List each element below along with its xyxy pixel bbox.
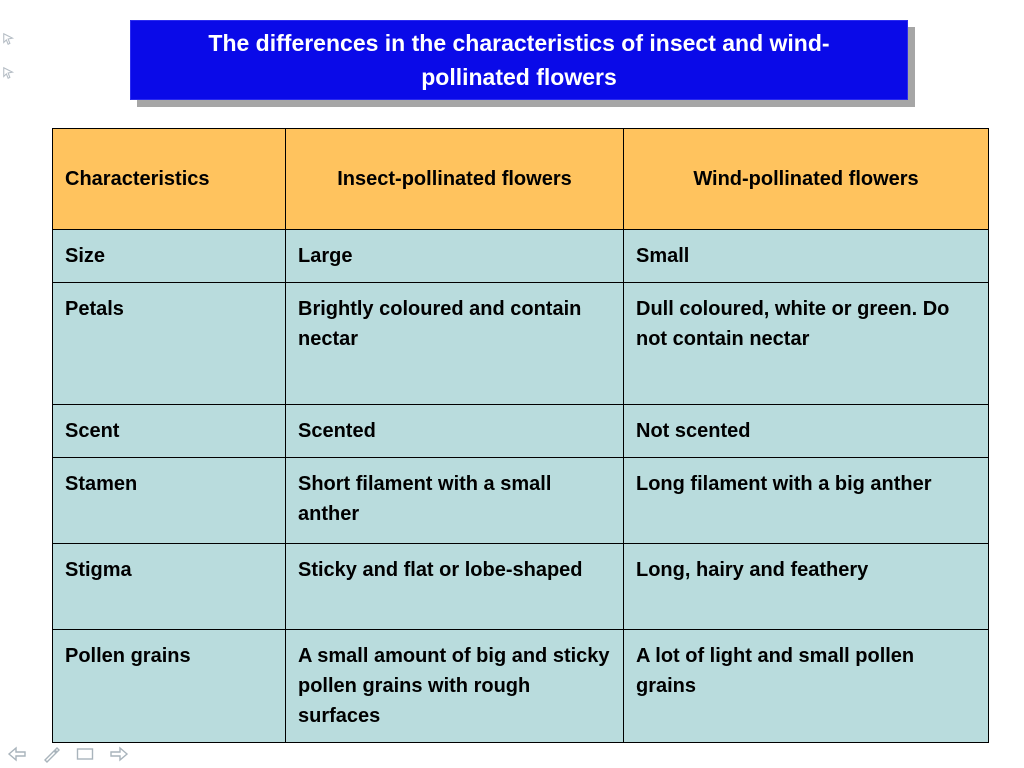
table-row: Scent Scented Not scented: [52, 404, 989, 458]
header-insect-pollinated: Insect-pollinated flowers: [285, 128, 624, 230]
cell-insect: Short filament with a small anther: [285, 457, 624, 544]
cell-wind: Dull coloured, white or green. Do not co…: [623, 282, 989, 405]
margin-arrow-icon: [2, 32, 16, 51]
cell-insect: Brightly coloured and contain nectar: [285, 282, 624, 405]
cell-insect: A small amount of big and sticky pollen …: [285, 629, 624, 743]
previous-slide-icon[interactable]: [6, 744, 28, 764]
table-row: Pollen grains A small amount of big and …: [52, 629, 989, 743]
comparison-table: Characteristics Insect-pollinated flower…: [52, 128, 989, 743]
header-characteristics: Characteristics: [52, 128, 286, 230]
cell-wind: Not scented: [623, 404, 989, 458]
next-slide-icon[interactable]: [108, 744, 130, 764]
header-wind-pollinated: Wind-pollinated flowers: [623, 128, 989, 230]
cell-characteristic: Size: [52, 229, 286, 283]
cell-wind: Long filament with a big anther: [623, 457, 989, 544]
cell-insect: Large: [285, 229, 624, 283]
slideshow-nav: [6, 744, 130, 764]
slide-title: The differences in the characteristics o…: [208, 29, 830, 91]
cell-characteristic: Pollen grains: [52, 629, 286, 743]
cell-wind: Small: [623, 229, 989, 283]
cell-characteristic: Stigma: [52, 543, 286, 630]
cell-characteristic: Stamen: [52, 457, 286, 544]
cell-insect: Scented: [285, 404, 624, 458]
pen-tool-icon[interactable]: [40, 744, 62, 764]
cell-insect: Sticky and flat or lobe-shaped: [285, 543, 624, 630]
cell-characteristic: Petals: [52, 282, 286, 405]
cell-wind: A lot of light and small pollen grains: [623, 629, 989, 743]
table-row: Size Large Small: [52, 229, 989, 283]
table-row: Stigma Sticky and flat or lobe-shaped Lo…: [52, 543, 989, 630]
cell-characteristic: Scent: [52, 404, 286, 458]
table-row: Stamen Short filament with a small anthe…: [52, 457, 989, 544]
slide-menu-icon[interactable]: [74, 744, 96, 764]
slide-title-box: The differences in the characteristics o…: [130, 20, 908, 100]
cell-wind: Long, hairy and feathery: [623, 543, 989, 630]
margin-arrow-icon: [2, 66, 16, 85]
table-row: Petals Brightly coloured and contain nec…: [52, 282, 989, 405]
table-header-row: Characteristics Insect-pollinated flower…: [52, 128, 989, 230]
